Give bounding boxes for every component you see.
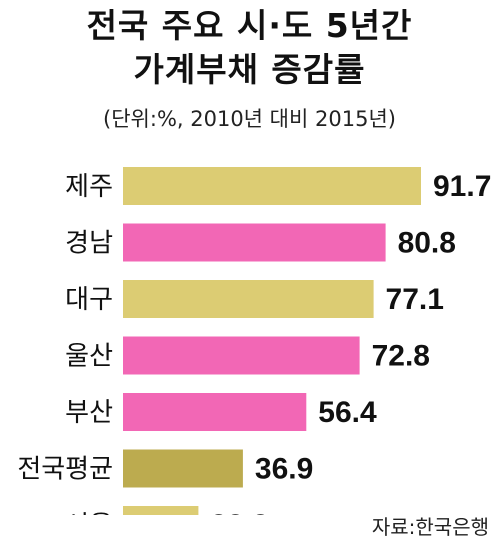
value-label: 91.7 (433, 170, 491, 203)
category-label: 울산 (65, 342, 113, 372)
value-label: 72.8 (372, 340, 430, 373)
value-label: 36.9 (255, 453, 313, 486)
chart-subtitle: (단위:%, 2010년 대비 2015년) (103, 107, 396, 131)
category-label: 부산 (65, 398, 113, 428)
category-label: 서울 (65, 511, 113, 515)
bar-chart: 제주 91.7 경남 80.8 대구 77.1 울산 72.8 부산 56.4 전국평균 36.9 서울… (17, 167, 491, 515)
bar (123, 336, 360, 375)
chart-title-line-2: 가계부채 증감률 (133, 50, 366, 89)
value-label: 23.2 (210, 509, 268, 515)
bar (123, 223, 386, 262)
source-note: 자료:한국은행 (371, 515, 489, 539)
bar (123, 167, 421, 205)
bar (123, 449, 243, 488)
value-label: 77.1 (386, 283, 444, 316)
bar (123, 393, 307, 431)
category-label: 전국평균 (17, 455, 113, 485)
value-label: 80.8 (398, 227, 456, 260)
category-label: 경남 (65, 229, 113, 259)
category-label: 제주 (65, 172, 113, 202)
category-label: 대구 (65, 285, 113, 315)
chart-title-line-1: 전국 주요 시·도 5년간 (86, 6, 413, 45)
bar (123, 506, 199, 515)
value-label: 56.4 (318, 396, 377, 429)
bar (123, 280, 374, 318)
